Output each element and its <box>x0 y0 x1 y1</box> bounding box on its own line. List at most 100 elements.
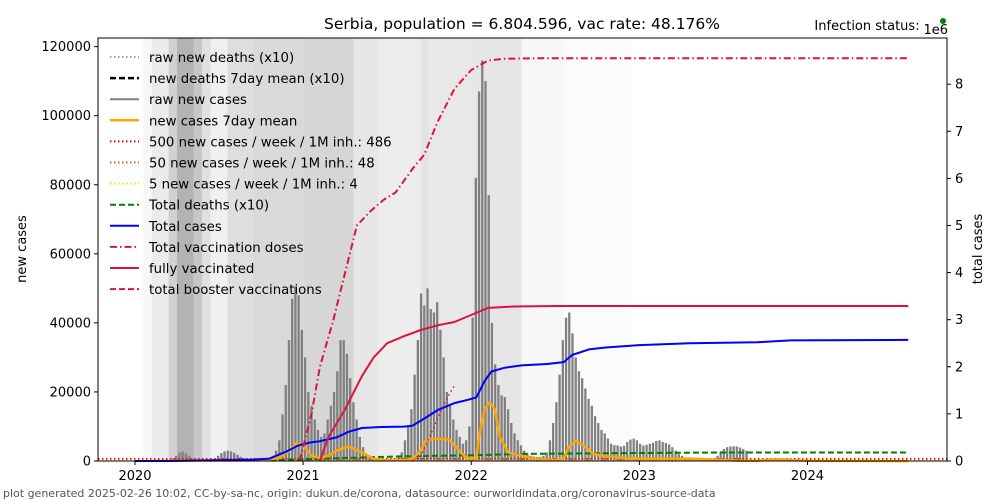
new-cases-bar <box>229 451 233 461</box>
new-cases-bar <box>719 451 722 461</box>
new-cases-bar <box>545 452 548 461</box>
total-cases-line <box>135 338 909 462</box>
new-cases-bar <box>490 322 494 461</box>
right-axis-multiplier: 1e6 <box>923 23 948 38</box>
new-cases-bar <box>410 409 413 461</box>
legend-label: Total vaccination doses <box>148 241 304 256</box>
legend-label: 50 new cases / week / 1M inh.: 48 <box>149 157 375 172</box>
new-cases-bar <box>568 312 571 461</box>
new-cases-bar <box>735 446 738 461</box>
new-cases-bar <box>313 419 316 461</box>
new-cases-bar <box>407 426 410 461</box>
new-cases-bar <box>445 391 448 461</box>
new-cases-bar <box>555 402 558 461</box>
legend-label: fully vaccinated <box>149 262 254 277</box>
y-left-tick-label: 100000 <box>41 109 91 124</box>
new-cases-bar <box>584 388 587 461</box>
new-cases-bar <box>571 333 574 461</box>
new-cases-bar <box>429 309 432 461</box>
new-cases-bar <box>500 395 503 461</box>
total-vaccination-doses-line <box>298 57 909 462</box>
new-cases-bar <box>419 293 423 461</box>
new-cases-bar <box>310 405 313 461</box>
y-right-tick-label: 2 <box>955 360 963 375</box>
new-cases-bar <box>355 419 358 461</box>
y-left-tick-label: 60000 <box>50 247 91 262</box>
new-cases-bar <box>233 452 236 461</box>
footer-credits: plot generated 2025-02-26 10:02, CC-by-s… <box>3 487 716 500</box>
new-cases-bar <box>626 442 629 461</box>
new-cases-bar <box>365 454 368 461</box>
chart-title: Serbia, population = 6.804.596, vac rate… <box>324 15 720 33</box>
new-cases-bar <box>342 340 345 461</box>
status-band <box>143 38 152 461</box>
new-cases-bar <box>581 378 584 461</box>
y-right-tick-label: 8 <box>955 78 963 93</box>
y-axis-left-label: new cases <box>15 215 30 283</box>
total-deaths-line <box>134 451 909 462</box>
new-cases-bar <box>564 317 568 461</box>
status-band <box>98 38 144 461</box>
new-cases-bar <box>284 385 287 461</box>
new-cases-bar <box>516 440 519 461</box>
new-cases-bar <box>352 402 355 461</box>
new-cases-bar <box>294 286 297 461</box>
new-cases-bar <box>632 438 635 461</box>
new-cases-bar <box>432 312 436 461</box>
y-right-tick-label: 1 <box>955 407 963 422</box>
new-cases-bar <box>349 378 352 461</box>
new-cases-bar <box>513 433 516 461</box>
new-cases-bar <box>645 444 648 461</box>
new-cases-bar <box>458 436 461 461</box>
new-cases-bar <box>503 397 506 461</box>
new-cases-bar <box>181 451 184 461</box>
new-cases-bar <box>184 453 188 461</box>
new-cases-bar <box>561 340 564 461</box>
new-cases-bar <box>603 433 606 461</box>
legend-label: Total cases <box>148 220 222 235</box>
new-cases-bar <box>655 440 658 461</box>
y-right-tick-label: 5 <box>955 219 963 234</box>
new-cases-bar <box>291 298 294 461</box>
new-cases-bar <box>281 414 284 461</box>
new-cases-bar <box>484 81 487 461</box>
x-tick-label: 2023 <box>623 469 656 484</box>
new-cases-bar <box>455 429 458 461</box>
new-cases-bar <box>658 440 661 461</box>
new-cases-bar <box>690 459 693 461</box>
new-cases-bar <box>587 398 590 461</box>
status-band <box>420 38 430 461</box>
new-cases-bar <box>336 371 339 461</box>
infection-status-dot <box>940 18 946 24</box>
status-band <box>303 38 354 461</box>
x-tick-label: 2020 <box>118 469 151 484</box>
status-band <box>521 38 564 461</box>
new-cases-bar <box>474 177 477 461</box>
x-tick-label: 2022 <box>455 469 488 484</box>
legend-label: raw new cases <box>149 93 247 108</box>
new-cases-bar <box>725 447 729 461</box>
status-band <box>563 38 631 461</box>
new-cases-bar <box>745 450 748 461</box>
new-cases-bar <box>339 340 342 461</box>
new-cases-bar <box>597 423 600 461</box>
new-cases-bar <box>471 317 474 461</box>
new-cases-bar <box>236 454 239 461</box>
new-cases-bar <box>423 305 426 461</box>
status-band <box>227 38 253 461</box>
new-cases-bar <box>716 455 719 461</box>
new-cases-bar <box>368 456 371 461</box>
status-band <box>353 38 379 461</box>
status-band <box>168 38 178 461</box>
y-left-tick-label: 80000 <box>50 178 91 193</box>
status-band <box>177 38 194 461</box>
new-cases-bar <box>593 416 597 461</box>
y-axis-left: 0 20000 40000 60000 80000 100000 120000 <box>41 40 98 470</box>
y-right-tick-label: 7 <box>955 125 963 140</box>
legend-label: new cases 7day mean <box>149 114 297 129</box>
y-right-tick-label: 6 <box>955 172 963 187</box>
new-cases-bar <box>297 295 300 461</box>
new-cases-bar <box>287 340 291 461</box>
y-right-tick-label: 4 <box>955 266 963 281</box>
legend-label: raw new deaths (x10) <box>149 51 294 66</box>
